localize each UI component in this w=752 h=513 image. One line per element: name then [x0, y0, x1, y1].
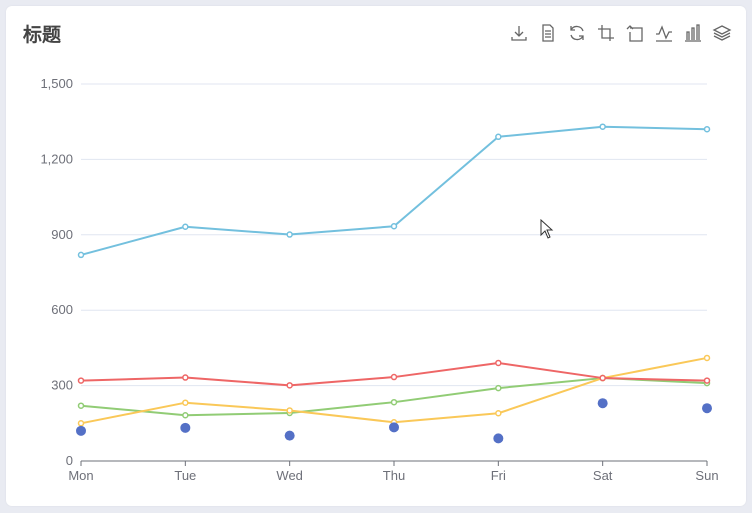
series-4 — [76, 398, 712, 444]
data-point — [390, 223, 398, 230]
restore-icon[interactable] — [625, 23, 645, 43]
data-point — [495, 133, 502, 141]
data-point — [77, 251, 85, 259]
mouse-cursor-icon — [540, 219, 554, 239]
series-line — [80, 377, 708, 417]
bar-chart-icon[interactable] — [683, 23, 703, 43]
scatter-point — [702, 403, 712, 414]
series-line — [80, 125, 708, 256]
series-1 — [77, 354, 711, 427]
scatter-point — [597, 398, 608, 409]
x-tick-label: Thu — [383, 468, 405, 483]
scatter-point — [493, 433, 504, 444]
data-point — [286, 407, 293, 414]
line-chart-icon[interactable] — [654, 23, 674, 43]
y-tick-label: 0 — [66, 453, 73, 468]
data-point — [182, 399, 189, 406]
data-point — [703, 125, 711, 133]
stack-icon[interactable] — [712, 23, 732, 43]
data-point — [703, 354, 711, 362]
scatter-point — [389, 422, 399, 433]
x-tick-label: Fri — [491, 468, 506, 483]
data-point — [77, 377, 85, 384]
data-point — [286, 382, 293, 389]
x-tick-label: Sun — [695, 468, 718, 483]
data-point — [77, 420, 85, 427]
y-tick-label: 900 — [51, 227, 73, 242]
data-point — [390, 373, 398, 381]
refresh-icon[interactable] — [567, 23, 587, 43]
scatter-point — [76, 425, 86, 436]
x-tick-label: Sat — [593, 468, 613, 483]
chart-title: 标题 — [23, 24, 62, 46]
data-point — [495, 384, 502, 392]
grid-lines — [81, 83, 707, 387]
data-point — [599, 374, 606, 382]
chart-toolbox — [509, 23, 732, 43]
data-point — [286, 231, 293, 238]
data-point — [390, 398, 398, 406]
data-point — [495, 409, 502, 417]
y-tick-label: 1,500 — [40, 76, 73, 91]
crop-icon[interactable] — [596, 23, 616, 43]
series-0 — [77, 374, 711, 419]
data-point — [703, 377, 711, 384]
x-tick-label: Mon — [68, 468, 93, 483]
y-tick-label: 1,200 — [40, 151, 73, 166]
data-point — [77, 402, 85, 409]
x-tick-label: Tue — [174, 468, 196, 483]
data-point — [182, 374, 189, 381]
scatter-point — [284, 430, 295, 441]
download-icon[interactable] — [509, 23, 529, 43]
data-point — [182, 223, 189, 231]
series-2 — [77, 359, 711, 389]
data-view-icon[interactable] — [538, 23, 558, 43]
x-axis: Mon Tue Wed Thu Fri Sat Sun — [68, 460, 719, 483]
scatter-point — [180, 422, 191, 433]
y-tick-label: 300 — [51, 378, 73, 393]
series-group — [76, 123, 712, 444]
y-axis-ticks: 0 300 600 900 1,200 1,500 — [40, 76, 73, 468]
data-point — [495, 359, 502, 367]
data-point — [599, 123, 606, 130]
chart-card: 标题 — [6, 6, 746, 506]
x-tick-label: Wed — [276, 468, 303, 483]
y-tick-label: 600 — [51, 302, 73, 317]
series-3 — [77, 123, 711, 259]
data-point — [182, 412, 189, 419]
